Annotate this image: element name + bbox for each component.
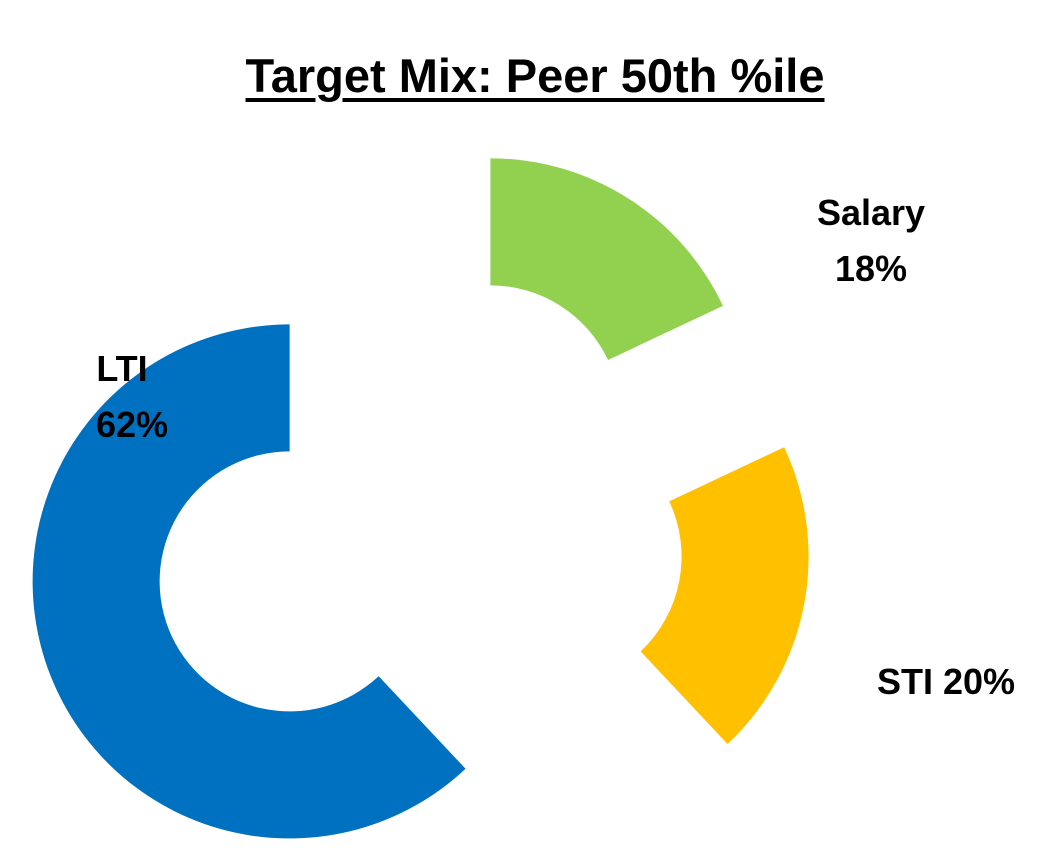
slice-lti xyxy=(32,324,466,839)
slice-salary xyxy=(490,158,723,360)
label-sti-name: STI xyxy=(877,661,933,702)
chart-title: Target Mix: Peer 50th %ile xyxy=(245,49,825,102)
label-salary-name: Salary xyxy=(817,192,925,233)
label-salary-pct: 18% xyxy=(835,248,907,289)
label-lti-pct: 62% xyxy=(96,404,168,445)
label-sti-pct: 20% xyxy=(943,661,1015,702)
label-lti-name: LTI xyxy=(96,348,147,389)
slice-sti xyxy=(640,447,809,745)
label-sti: STI 20% xyxy=(877,661,1015,702)
